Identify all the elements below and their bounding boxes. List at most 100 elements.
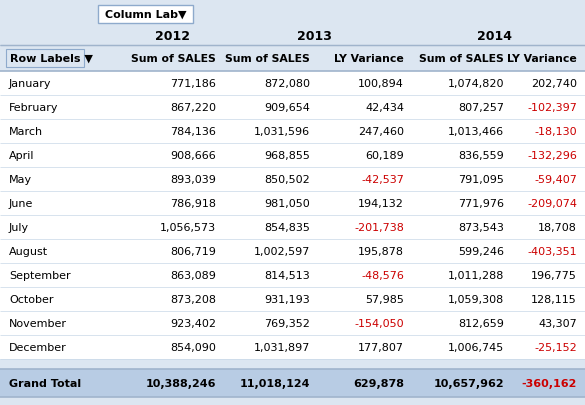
Text: 807,257: 807,257	[458, 103, 504, 113]
Text: 850,502: 850,502	[264, 175, 310, 185]
Text: 1,011,288: 1,011,288	[448, 270, 504, 280]
Text: -102,397: -102,397	[527, 103, 577, 113]
Text: 1,006,745: 1,006,745	[448, 342, 504, 352]
Text: 1,031,897: 1,031,897	[254, 342, 310, 352]
Text: 194,132: 194,132	[358, 198, 404, 209]
Text: 60,189: 60,189	[365, 151, 404, 161]
Text: 786,918: 786,918	[170, 198, 216, 209]
Text: 1,074,820: 1,074,820	[448, 79, 504, 89]
Text: 202,740: 202,740	[531, 79, 577, 89]
Bar	[0, 192, 585, 215]
Text: -360,162: -360,162	[522, 378, 577, 388]
Text: May: May	[9, 175, 32, 185]
Text: 57,985: 57,985	[365, 294, 404, 304]
Text: 18,708: 18,708	[538, 222, 577, 232]
Text: 812,659: 812,659	[458, 318, 504, 328]
Text: LY Variance: LY Variance	[334, 54, 404, 64]
Text: August: August	[9, 246, 48, 256]
Text: -403,351: -403,351	[527, 246, 577, 256]
Bar	[6, 50, 84, 68]
Bar	[0, 369, 585, 397]
Text: 863,089: 863,089	[170, 270, 216, 280]
Text: 196,775: 196,775	[531, 270, 577, 280]
Text: 873,208: 873,208	[170, 294, 216, 304]
Text: 769,352: 769,352	[264, 318, 310, 328]
Text: -25,152: -25,152	[534, 342, 577, 352]
Text: 784,136: 784,136	[170, 127, 216, 136]
Text: 814,513: 814,513	[264, 270, 310, 280]
Text: March: March	[9, 127, 43, 136]
Text: 1,059,308: 1,059,308	[448, 294, 504, 304]
Text: 195,878: 195,878	[358, 246, 404, 256]
Text: 931,193: 931,193	[264, 294, 310, 304]
Bar	[0, 215, 585, 239]
Text: -154,050: -154,050	[355, 318, 404, 328]
Text: 1,056,573: 1,056,573	[160, 222, 216, 232]
Text: 599,246: 599,246	[458, 246, 504, 256]
Text: 11,018,124: 11,018,124	[239, 378, 310, 388]
Bar	[0, 311, 585, 335]
Text: January: January	[9, 79, 51, 89]
Text: LY Variance: LY Variance	[507, 54, 577, 64]
Text: 836,559: 836,559	[458, 151, 504, 161]
Text: December: December	[9, 342, 67, 352]
Text: 893,039: 893,039	[170, 175, 216, 185]
Text: October: October	[9, 294, 53, 304]
Text: 854,090: 854,090	[170, 342, 216, 352]
Text: June: June	[9, 198, 33, 209]
Text: 1,002,597: 1,002,597	[254, 246, 310, 256]
Bar	[0, 96, 585, 120]
Text: February: February	[9, 103, 58, 113]
Text: Row Labels ▼: Row Labels ▼	[10, 54, 93, 64]
Text: Grand Total: Grand Total	[9, 378, 81, 388]
Text: 867,220: 867,220	[170, 103, 216, 113]
Bar	[0, 144, 585, 168]
Text: 43,307: 43,307	[538, 318, 577, 328]
Bar	[0, 263, 585, 287]
Text: -18,130: -18,130	[534, 127, 577, 136]
Text: 909,654: 909,654	[264, 103, 310, 113]
Bar	[0, 239, 585, 263]
Text: Sum of SALES: Sum of SALES	[225, 54, 310, 64]
Bar	[0, 120, 585, 144]
Text: -48,576: -48,576	[361, 270, 404, 280]
Text: 854,835: 854,835	[264, 222, 310, 232]
Bar	[0, 335, 585, 359]
Text: Sum of SALES: Sum of SALES	[419, 54, 504, 64]
Text: July: July	[9, 222, 29, 232]
Bar	[0, 287, 585, 311]
Text: 10,388,246: 10,388,246	[146, 378, 216, 388]
Text: April: April	[9, 151, 35, 161]
Bar	[0, 168, 585, 192]
Text: -201,738: -201,738	[354, 222, 404, 232]
Text: 791,095: 791,095	[458, 175, 504, 185]
Text: Sum of SALES: Sum of SALES	[131, 54, 216, 64]
Text: -59,407: -59,407	[534, 175, 577, 185]
Text: 872,080: 872,080	[264, 79, 310, 89]
Text: September: September	[9, 270, 71, 280]
Bar	[98, 6, 193, 24]
Text: -209,074: -209,074	[527, 198, 577, 209]
Text: 771,976: 771,976	[458, 198, 504, 209]
Text: 177,807: 177,807	[358, 342, 404, 352]
Text: 908,666: 908,666	[170, 151, 216, 161]
Text: November: November	[9, 318, 67, 328]
Text: 806,719: 806,719	[170, 246, 216, 256]
Text: 1,031,596: 1,031,596	[254, 127, 310, 136]
Text: 771,186: 771,186	[170, 79, 216, 89]
Text: 247,460: 247,460	[358, 127, 404, 136]
Bar	[0, 72, 585, 96]
Text: 2012: 2012	[156, 30, 191, 43]
Text: Column Lab▼: Column Lab▼	[105, 10, 186, 20]
Text: 873,543: 873,543	[458, 222, 504, 232]
Text: -42,537: -42,537	[361, 175, 404, 185]
Text: 629,878: 629,878	[353, 378, 404, 388]
Text: 100,894: 100,894	[358, 79, 404, 89]
Text: 10,657,962: 10,657,962	[433, 378, 504, 388]
Text: -132,296: -132,296	[527, 151, 577, 161]
Text: 128,115: 128,115	[531, 294, 577, 304]
Text: 968,855: 968,855	[264, 151, 310, 161]
Text: 981,050: 981,050	[264, 198, 310, 209]
Text: 42,434: 42,434	[365, 103, 404, 113]
Text: 2013: 2013	[297, 30, 332, 43]
